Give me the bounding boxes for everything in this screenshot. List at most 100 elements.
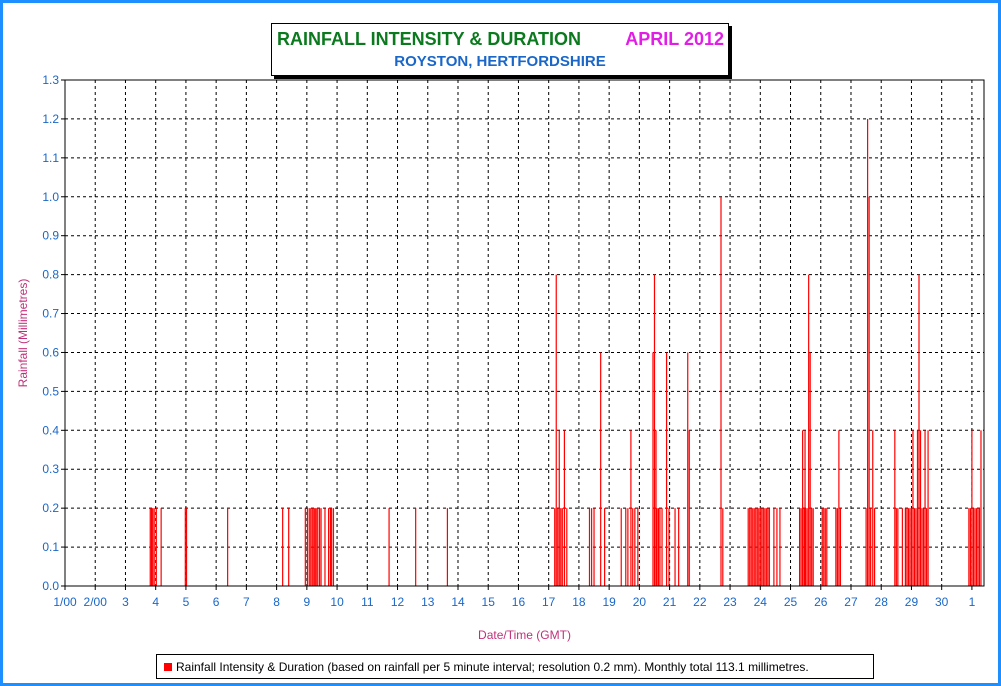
rain-bar	[865, 508, 867, 586]
rain-bar	[588, 508, 591, 586]
y-tick-label: 1.3	[42, 73, 59, 87]
rain-bar	[894, 430, 896, 586]
rain-bar	[446, 508, 449, 586]
x-tick-label: 25	[784, 595, 798, 609]
rain-bar	[637, 508, 639, 586]
rain-bar	[910, 508, 913, 586]
rain-bar	[324, 508, 326, 586]
legend-swatch	[164, 663, 172, 671]
x-axis-label: Date/Time (GMT)	[478, 628, 571, 642]
chart-legend: Rainfall Intensity & Duration (based on …	[156, 654, 874, 679]
rain-bar	[767, 508, 769, 586]
x-tick-label: 18	[572, 595, 586, 609]
rain-bar	[798, 508, 801, 586]
x-tick-label: 5	[183, 595, 190, 609]
y-tick-label: 0.4	[42, 423, 59, 437]
rain-bar	[652, 352, 654, 586]
rain-bar	[873, 508, 876, 586]
x-tick-label: 29	[905, 595, 919, 609]
rain-bar	[759, 508, 761, 586]
rain-bar	[314, 508, 316, 586]
x-tick-label: 16	[512, 595, 526, 609]
rain-bar	[919, 430, 922, 586]
rain-bar	[756, 508, 758, 586]
x-tick-label: 26	[814, 595, 828, 609]
y-tick-label: 0.1	[42, 540, 59, 554]
rain-bar	[555, 274, 557, 586]
rain-bar	[153, 508, 155, 586]
x-tick-label: 20	[633, 595, 647, 609]
x-tick-label: 3	[122, 595, 129, 609]
rain-bar	[308, 508, 310, 586]
rain-bar	[897, 508, 899, 586]
rain-bar	[320, 508, 322, 586]
rain-bar	[776, 508, 778, 586]
rain-bar	[806, 508, 808, 586]
chart-plot: 0.0 0.1 0.2 0.3 0.4 0.5 0.6 0.7 0.8 0.9 1.0 1.1 1.2 1…	[16, 73, 985, 642]
rain-bar	[838, 430, 840, 586]
x-tick-label: 1/00	[53, 595, 77, 609]
rain-bar	[160, 508, 162, 586]
rain-bar	[720, 196, 722, 586]
rain-bar	[969, 508, 971, 586]
x-tick-label: 15	[482, 595, 496, 609]
rain-bar	[762, 508, 764, 586]
rain-bar	[758, 508, 760, 586]
rain-bar	[634, 508, 636, 586]
rain-bar	[872, 430, 874, 586]
rain-bar	[288, 508, 290, 586]
y-tick-label: 0.9	[42, 229, 59, 243]
rain-bar	[688, 430, 690, 586]
rain-bar	[185, 508, 188, 586]
rain-bar	[906, 508, 908, 586]
x-tick-label: 4	[152, 595, 159, 609]
rain-bar	[971, 430, 973, 586]
rain-bar	[835, 508, 837, 586]
y-tick-label: 0.5	[42, 384, 59, 398]
rain-bar	[315, 508, 317, 586]
rain-bar	[332, 508, 335, 586]
chart-title: RAINFALL INTENSITY & DURATION	[277, 29, 582, 49]
rain-bar	[554, 508, 556, 586]
rain-bar	[600, 352, 602, 586]
rain-bar	[625, 508, 627, 586]
x-tick-label: 9	[303, 595, 310, 609]
rain-bar	[768, 508, 770, 586]
chart-title-month: APRIL 2012	[625, 29, 724, 49]
x-tick-label: 6	[213, 595, 220, 609]
rain-bar	[972, 508, 975, 586]
x-tick-label: 17	[542, 595, 556, 609]
rain-bar	[678, 508, 680, 586]
chart-title-box: RAINFALL INTENSITY & DURATION APRIL 2012…	[271, 23, 729, 76]
rain-bar	[765, 508, 767, 586]
rain-bar	[904, 508, 907, 586]
rain-bar	[925, 508, 928, 586]
rain-bar	[282, 508, 284, 586]
x-tick-label: 30	[935, 595, 949, 609]
rain-bar	[909, 508, 911, 586]
rain-bar	[811, 508, 813, 586]
rain-bar	[803, 508, 805, 586]
rain-bar	[747, 508, 749, 586]
rain-bar	[980, 430, 982, 586]
y-tick-label: 0.8	[42, 268, 59, 282]
rain-bar	[868, 196, 870, 586]
x-tick-label: 27	[844, 595, 858, 609]
rain-bar	[310, 508, 312, 586]
rain-bar	[755, 508, 757, 586]
rain-bar	[665, 352, 668, 586]
rain-bar	[804, 430, 806, 586]
x-tick-label: 2/00	[84, 595, 108, 609]
x-tick-label: 14	[451, 595, 465, 609]
rain-bar	[922, 508, 925, 586]
rain-bar	[563, 430, 566, 586]
rain-bar	[915, 508, 917, 586]
rain-bar	[907, 508, 910, 586]
rain-bar	[328, 508, 330, 586]
rain-bar	[674, 508, 676, 586]
rain-bar	[317, 508, 319, 586]
x-tick-label: 28	[875, 595, 889, 609]
rain-bar	[800, 508, 802, 586]
rain-bar	[560, 508, 562, 586]
